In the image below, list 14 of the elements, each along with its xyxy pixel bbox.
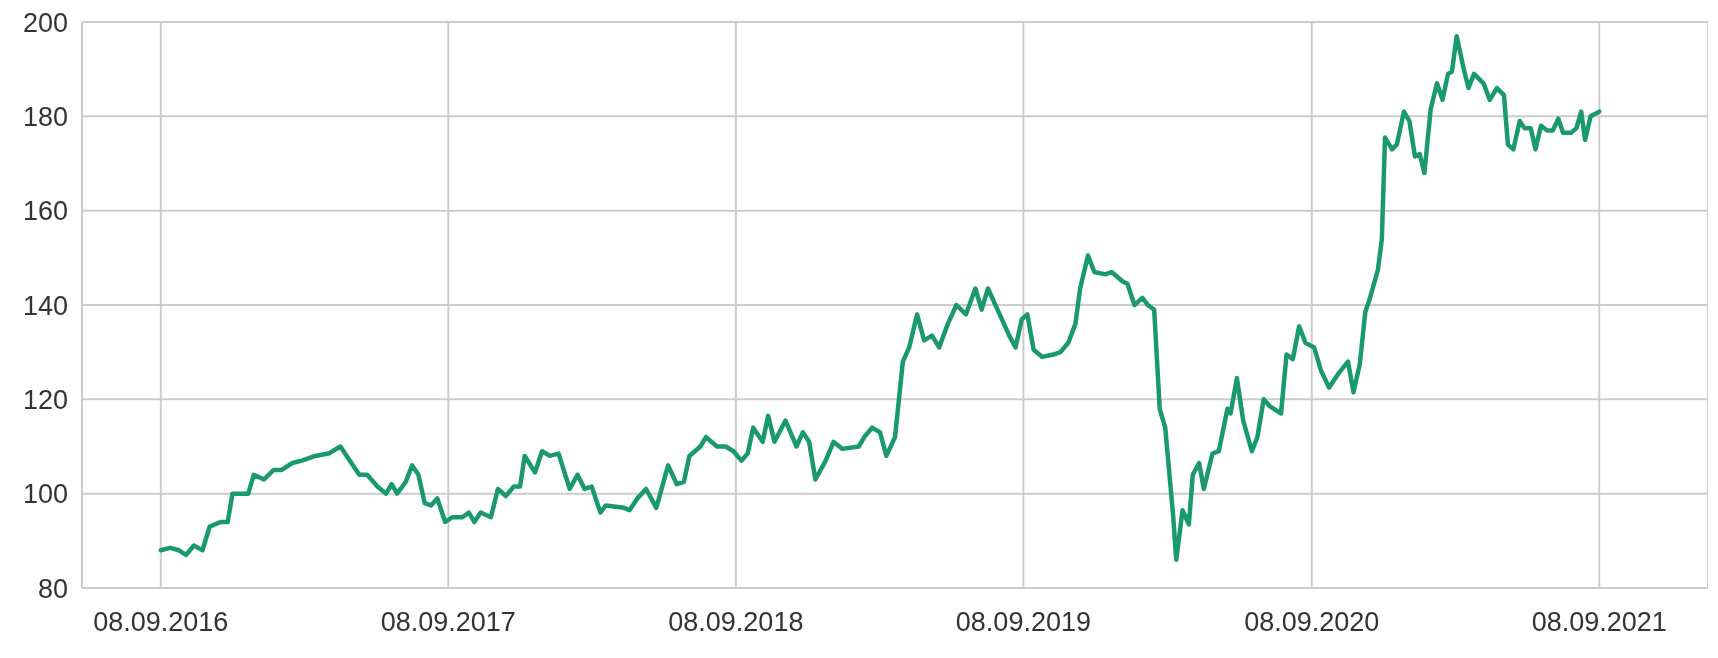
line-series [158, 33, 1602, 562]
y-tick-label: 200 [22, 7, 68, 38]
x-tick-label: 08.09.2021 [1531, 607, 1667, 638]
y-tick-label: 140 [22, 290, 68, 321]
x-tick-label: 08.09.2018 [668, 607, 804, 638]
y-tick-label: 180 [22, 101, 68, 132]
y-tick-label: 160 [22, 196, 68, 227]
x-tick-label: 08.09.2020 [1244, 607, 1380, 638]
y-tick-label: 80 [37, 573, 68, 604]
x-tick-label: 08.09.2016 [93, 607, 229, 638]
x-tick-label: 08.09.2017 [380, 607, 516, 638]
x-tick-label: 08.09.2019 [955, 607, 1091, 638]
y-tick-label: 120 [22, 384, 68, 415]
y-tick-label: 100 [22, 479, 68, 510]
